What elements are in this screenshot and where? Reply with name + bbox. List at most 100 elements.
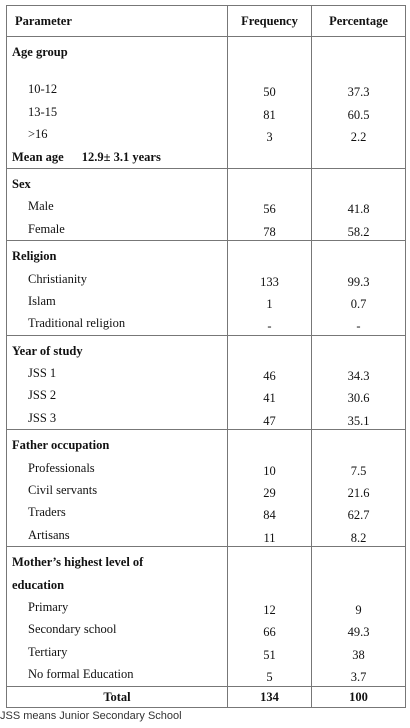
row-frequency: 10: [263, 463, 276, 478]
row-label: Christianity: [28, 271, 88, 286]
section-title: Father occupation: [12, 438, 110, 453]
row-label: Tertiary: [28, 644, 68, 659]
row-frequency: 12: [263, 602, 276, 617]
header-parameter: Parameter: [6, 5, 228, 37]
section-row: Age group 10-12 13-15 >16 Mean age 12.9± 3.1 …: [6, 36, 406, 169]
total-frequency: 134: [227, 685, 312, 708]
spacer: [312, 340, 405, 362]
section-percentage-cell: 41.8 58.2: [311, 167, 406, 242]
row-frequency: 56: [263, 202, 276, 217]
row-frequency: 46: [263, 369, 276, 384]
section-frequency-cell: 46 41 47: [227, 334, 312, 431]
row-percentage: 37.3: [347, 85, 370, 100]
row-frequency: 29: [263, 486, 276, 501]
spacer: [312, 146, 405, 168]
header-row: Parameter Frequency Percentage: [6, 5, 406, 37]
row-percentage: 60.5: [347, 107, 370, 122]
header-frequency: Frequency: [227, 5, 312, 37]
row-frequency: 5: [266, 670, 273, 685]
row-percentage: 3.7: [350, 670, 367, 685]
row-frequency: 78: [263, 224, 276, 239]
total-row: Total 134 100: [6, 685, 406, 708]
mean-age-value: 12.9± 3.1 years: [81, 149, 161, 164]
spacer: [312, 434, 405, 456]
spacer: [228, 551, 311, 573]
row-frequency: 133: [260, 274, 279, 289]
row-percentage: 0.7: [350, 296, 367, 311]
row-frequency: 51: [263, 647, 276, 662]
row-label: No formal Education: [28, 667, 134, 682]
row-label: JSS 1: [28, 366, 57, 381]
table-body: Age group 10-12 13-15 >16 Mean age 12.9± 3.1 …: [6, 36, 406, 687]
total-label: Total: [6, 685, 228, 708]
section-frequency-cell: 10 29 84 11: [227, 429, 312, 548]
row-label: Civil servants: [28, 483, 98, 498]
total-percentage: 100: [311, 685, 406, 708]
section-parameter-cell: Mother’s highest level of education Primar…: [6, 546, 228, 687]
row-label: JSS 3: [28, 410, 57, 425]
row-percentage: 62.7: [347, 508, 370, 523]
section-row: Father occupation Professionals Civil serv…: [6, 429, 406, 548]
row-label: JSS 2: [28, 388, 57, 403]
spacer: [312, 245, 405, 267]
spacer: [7, 63, 227, 78]
spacer: [312, 574, 405, 596]
row-label: Primary: [28, 599, 69, 614]
section-title: Religion: [12, 249, 57, 264]
section-row: Mother’s highest level of education Primar…: [6, 546, 406, 687]
section-parameter-cell: Father occupation Professionals Civil serv…: [6, 429, 228, 548]
spacer: [228, 173, 311, 195]
row-frequency: 66: [263, 625, 276, 640]
section-row: Year of study JSS 1 JSS 2 JSS 3 46 41 47 34.3 30…: [6, 334, 406, 431]
row-frequency: 11: [263, 530, 276, 545]
section-frequency-cell: 12 66 51 5: [227, 546, 312, 687]
section-frequency-cell: 133 1 -: [227, 240, 312, 336]
section-parameter-cell: Religion Christianity Islam Traditional rel…: [6, 240, 228, 336]
row-frequency: 1: [266, 296, 273, 311]
row-label: >16: [28, 127, 48, 142]
row-label: Traders: [28, 505, 66, 520]
row-label: 10-12: [28, 82, 58, 97]
row-percentage: 21.6: [347, 486, 370, 501]
row-frequency: 81: [263, 107, 276, 122]
section-row: Sex Male Female 56 78 41.8 58.2: [6, 167, 406, 242]
section-parameter-cell: Age group 10-12 13-15 >16 Mean age 12.9± 3.1 …: [6, 36, 228, 169]
section-parameter-cell: Year of study JSS 1 JSS 2 JSS 3: [6, 334, 228, 431]
spacer: [228, 434, 311, 456]
row-label: Traditional religion: [28, 316, 126, 331]
row-frequency: 47: [263, 413, 276, 428]
spacer: [228, 574, 311, 596]
spacer: [228, 146, 311, 168]
section-percentage-cell: 9 49.3 38 3.7: [311, 546, 406, 687]
row-percentage: 9: [355, 602, 362, 617]
row-label: Female: [28, 221, 65, 236]
row-percentage: 41.8: [347, 202, 370, 217]
header-percentage: Percentage: [311, 5, 406, 37]
section-title: education: [12, 577, 65, 592]
row-percentage: 49.3: [347, 625, 370, 640]
row-frequency: 3: [266, 130, 273, 145]
section-percentage-cell: 7.5 21.6 62.7 8.2: [311, 429, 406, 548]
row-label: Secondary school: [28, 622, 117, 637]
row-percentage: 38: [352, 647, 365, 662]
row-label: Male: [28, 199, 54, 214]
mean-age-line: Mean age 12.9± 3.1 years: [7, 146, 227, 168]
row-label: Islam: [28, 293, 56, 308]
spacer: [228, 41, 311, 63]
row-percentage: 30.6: [347, 391, 370, 406]
section-percentage-cell: 37.3 60.5 2.2: [311, 36, 406, 169]
footnote: JSS means Junior Secondary School: [0, 710, 182, 722]
row-label: Artisans: [28, 527, 70, 542]
spacer: [228, 63, 311, 78]
section-title: Sex: [12, 176, 31, 191]
section-percentage-cell: 99.3 0.7 -: [311, 240, 406, 336]
spacer: [312, 173, 405, 195]
row-frequency: -: [267, 319, 272, 334]
section-parameter-cell: Sex Male Female: [6, 167, 228, 242]
row-percentage: 58.2: [347, 224, 370, 239]
row-percentage: 35.1: [347, 413, 370, 428]
row-frequency: 50: [263, 85, 276, 100]
section-title: Mother’s highest level of: [12, 555, 144, 570]
spacer: [228, 340, 311, 362]
section-frequency-cell: 50 81 3: [227, 36, 312, 169]
